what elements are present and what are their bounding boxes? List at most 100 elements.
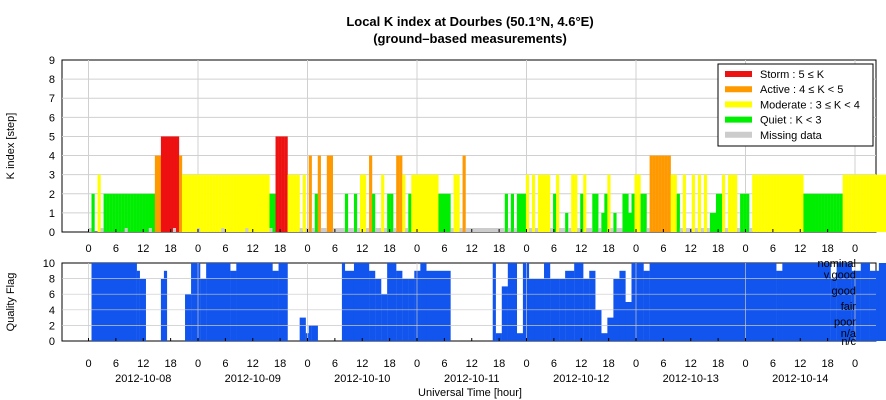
k-index-bar xyxy=(764,174,768,232)
k-index-bar xyxy=(556,174,560,232)
date-label: 2012-10-14 xyxy=(772,373,828,385)
q-y-tick-label: 6 xyxy=(49,289,55,301)
k-index-bar xyxy=(628,212,632,232)
k-index-bar xyxy=(97,174,101,232)
k-y-tick-label: 7 xyxy=(49,93,55,105)
k-index-bar xyxy=(154,155,159,232)
k-index-bar xyxy=(408,193,412,232)
k-index-bar xyxy=(703,174,708,232)
date-label: 2012-10-10 xyxy=(334,373,390,385)
k-index-bar xyxy=(522,193,527,232)
k-index-bar xyxy=(580,193,584,232)
k-index-bar xyxy=(869,174,873,232)
k-index-bar xyxy=(139,193,143,232)
k-index-bar xyxy=(842,174,846,232)
quality-flag-bar xyxy=(501,286,508,341)
k-index-bar xyxy=(815,193,819,232)
x-tick-label: 12 xyxy=(685,243,697,255)
x-tick-label: 6 xyxy=(113,358,119,370)
quality-flag-bar xyxy=(299,317,306,341)
quality-flag-bar xyxy=(420,263,427,341)
k-index-bar xyxy=(369,155,373,232)
k-index-bar xyxy=(145,193,149,232)
k-index-bar xyxy=(166,136,171,232)
x-tick-label: 6 xyxy=(551,358,557,370)
missing-data-bar xyxy=(616,228,623,232)
k-y-tick-label: 3 xyxy=(49,170,55,182)
x-tick-label: 6 xyxy=(660,243,666,255)
quality-flag-bar xyxy=(607,317,614,341)
quality-flag-bar xyxy=(544,263,551,341)
quality-flag-bar xyxy=(414,270,421,341)
quality-flag-bar xyxy=(631,263,644,341)
k-index-bar xyxy=(221,174,225,232)
legend-label: Quiet : K < 3 xyxy=(760,115,821,127)
k-index-bars xyxy=(91,136,886,232)
x-tick-label: 12 xyxy=(137,358,149,370)
k-index-bar xyxy=(770,174,774,232)
quality-flag-bar xyxy=(206,263,231,341)
k-index-bar xyxy=(504,193,508,232)
k-index-bar xyxy=(658,155,662,232)
k-index-x-ticks: 0 6 12 18 0 6 12 18 0 6 12 18 0 6 12 18 0 6 12 18 0 6 12 18 0 6 12… xyxy=(85,229,858,255)
missing-data-bar xyxy=(465,228,505,232)
k-index-bar xyxy=(254,174,258,232)
date-label: 2012-10-08 xyxy=(115,373,171,385)
k-index-bar xyxy=(200,174,204,232)
quality-flag-bar xyxy=(507,263,518,341)
k-index-bar xyxy=(414,174,418,232)
missing-data-bar xyxy=(534,228,538,232)
x-tick-label: 0 xyxy=(742,243,748,255)
k-index-bar xyxy=(664,155,668,232)
quality-flag-bar xyxy=(185,294,192,341)
k-index-bar xyxy=(157,155,162,232)
k-index-bar xyxy=(884,174,886,232)
quality-flag-bar xyxy=(574,263,584,341)
k-index-bar xyxy=(417,174,421,232)
k-index-bar xyxy=(429,174,433,232)
k-index-bar xyxy=(857,174,861,232)
k-index-bar xyxy=(275,136,279,232)
k-index-bar xyxy=(812,193,816,232)
x-tick-label: 6 xyxy=(113,243,119,255)
x-tick-label: 0 xyxy=(195,243,201,255)
quality-flag-y-ticks: 0 2 4 6 8 10 xyxy=(43,258,55,348)
missing-data-bar xyxy=(679,228,683,232)
k-index-bar xyxy=(734,174,738,232)
quality-flag-bar xyxy=(851,270,861,341)
k-index-bar xyxy=(284,136,288,232)
quality-flag-bar xyxy=(522,263,530,341)
k-y-tick-label: 6 xyxy=(49,112,55,124)
k-index-bar xyxy=(652,155,656,232)
k-index-bar xyxy=(133,193,137,232)
missing-data-bar xyxy=(100,228,104,232)
k-index-bar xyxy=(604,193,608,232)
k-index-bar xyxy=(785,174,789,232)
missing-data-bar xyxy=(749,228,753,232)
k-index-y-axis-label: K index [step] xyxy=(5,113,17,180)
k-index-bar xyxy=(516,193,521,232)
x-tick-label: 0 xyxy=(742,358,748,370)
k-index-bar xyxy=(571,174,575,232)
q-y-tick-label: 4 xyxy=(49,305,55,317)
quality-flag-bar xyxy=(191,263,201,341)
k-index-bar xyxy=(118,193,122,232)
date-label: 2012-10-12 xyxy=(553,373,609,385)
x-tick-label: 6 xyxy=(770,243,776,255)
quality-flag-bar xyxy=(619,270,626,341)
q-y-tick-label: 8 xyxy=(49,274,55,286)
k-index-bar xyxy=(827,193,831,232)
k-index-bar xyxy=(836,193,840,232)
quality-flag-bar xyxy=(163,270,168,341)
k-index-bar xyxy=(441,193,445,232)
k-index-bar xyxy=(106,193,110,232)
missing-data-bar xyxy=(299,228,303,232)
x-tick-label: 0 xyxy=(633,243,639,255)
missing-data-bar xyxy=(550,228,554,232)
k-index-bar xyxy=(447,193,451,232)
k-index-bar xyxy=(287,174,291,232)
q-y-tick-label: 10 xyxy=(43,258,55,270)
k-index-bar xyxy=(360,174,364,232)
x-tick-label: 0 xyxy=(852,358,858,370)
